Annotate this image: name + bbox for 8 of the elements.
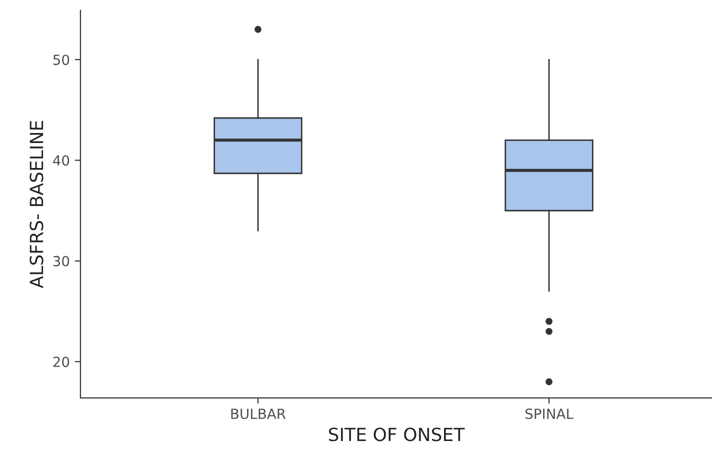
y-tick-label: 40 (53, 155, 70, 166)
x-axis-title: SITE OF ONSET (328, 428, 465, 442)
x-tick-label: SPINAL (525, 408, 574, 420)
y-axis-title: ALSFRS- BASELINE (30, 121, 44, 288)
y-tick-label: 20 (53, 356, 70, 368)
x-tick-label: BULBAR (231, 408, 286, 420)
y-tick-label: 50 (53, 54, 70, 66)
y-tick-label: 30 (53, 256, 70, 266)
